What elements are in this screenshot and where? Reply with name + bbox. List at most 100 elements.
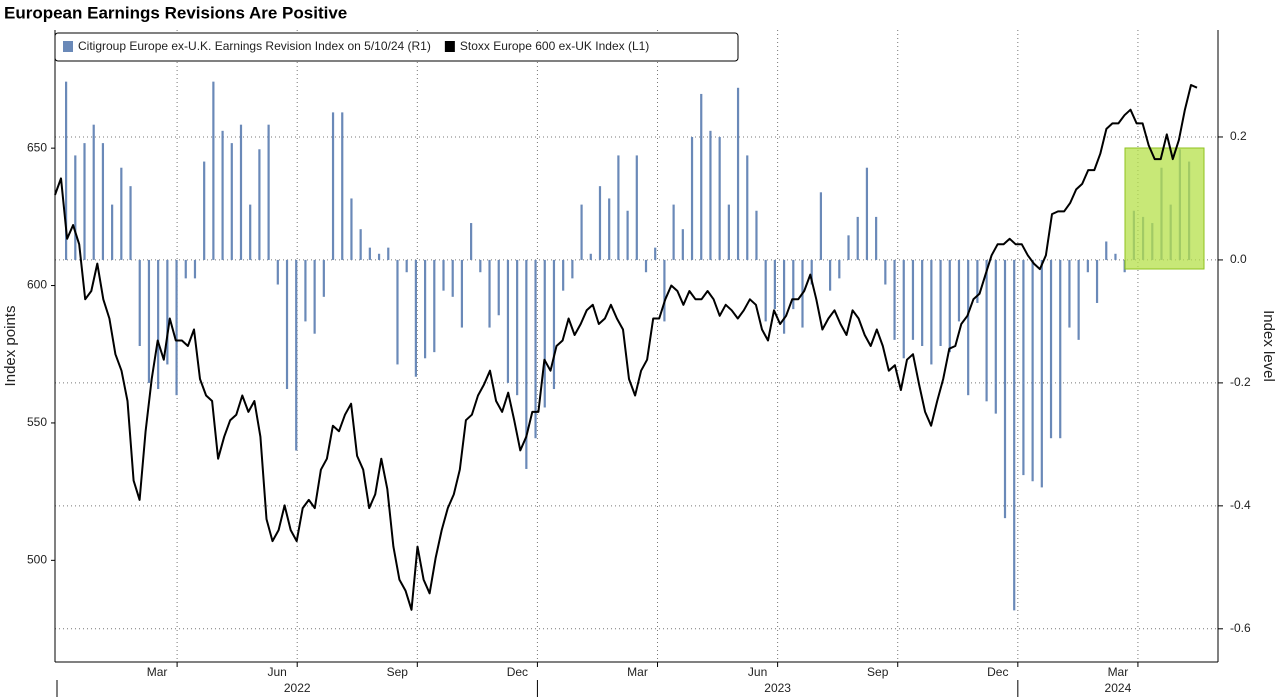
- bar: [120, 167, 123, 260]
- bar: [350, 198, 353, 260]
- bar: [1040, 259, 1043, 488]
- bar: [562, 259, 565, 291]
- bar: [460, 259, 464, 328]
- bar: [1022, 259, 1025, 476]
- bar: [175, 259, 178, 396]
- x-tick-label: Sep: [867, 665, 889, 679]
- bar: [819, 192, 823, 260]
- bar: [948, 259, 951, 353]
- legend-swatch: [63, 41, 73, 52]
- bar: [681, 229, 684, 260]
- bar: [368, 247, 371, 260]
- bar: [700, 93, 703, 260]
- bar: [644, 259, 648, 273]
- bar: [856, 216, 859, 260]
- bar: [65, 81, 68, 260]
- legend: Citigroup Europe ex-U.K. Earnings Revisi…: [54, 32, 739, 62]
- bar: [405, 259, 408, 273]
- bar: [442, 259, 445, 291]
- bar: [893, 259, 896, 340]
- bar: [1049, 259, 1053, 439]
- y2-tick-label: 0.0: [1230, 252, 1247, 266]
- bar: [295, 259, 298, 451]
- bar: [534, 259, 537, 439]
- bar: [810, 259, 813, 285]
- bar: [212, 81, 215, 260]
- bar: [902, 259, 905, 359]
- bar: [193, 259, 197, 279]
- bar: [967, 259, 970, 396]
- y2-tick-label: -0.6: [1230, 621, 1251, 635]
- y2-tick-label: -0.2: [1230, 375, 1251, 389]
- y-tick-label: 500: [27, 553, 47, 567]
- bar: [773, 259, 776, 310]
- highlight-box: [1124, 147, 1205, 270]
- bar: [709, 130, 712, 260]
- bar: [755, 210, 758, 260]
- bar: [939, 259, 942, 346]
- bar: [470, 223, 473, 260]
- bar: [884, 259, 887, 285]
- bar: [608, 198, 611, 260]
- bar: [304, 259, 307, 322]
- legend-label: Stoxx Europe 600 ex-UK Index (L1): [460, 39, 649, 53]
- x-tick-label: Mar: [147, 665, 168, 679]
- bar: [479, 259, 482, 273]
- bar: [111, 204, 114, 260]
- bar: [865, 167, 869, 260]
- y2-tick-label: 0.2: [1230, 129, 1247, 143]
- bar: [488, 259, 491, 328]
- bar: [74, 155, 77, 260]
- bar: [1114, 253, 1117, 260]
- bar: [580, 204, 583, 260]
- bar: [129, 186, 132, 260]
- bar: [506, 259, 510, 383]
- bar: [552, 259, 556, 390]
- y-tick-label: 550: [27, 415, 47, 429]
- year-label: 2023: [764, 681, 791, 695]
- bar: [396, 259, 399, 365]
- bar: [654, 247, 657, 260]
- line: [54, 84, 1198, 611]
- bar: [184, 259, 187, 279]
- bar: [764, 259, 767, 322]
- bar: [589, 253, 592, 260]
- bar: [138, 259, 141, 346]
- bar: [930, 259, 933, 365]
- bar: [1013, 259, 1016, 611]
- year-label: 2024: [1105, 681, 1132, 695]
- y2-axis-label: Index level: [1260, 310, 1277, 382]
- bar: [718, 136, 721, 260]
- bar: [203, 161, 206, 260]
- bar: [672, 204, 675, 260]
- bar: [147, 259, 151, 383]
- bar: [635, 155, 638, 260]
- bar: [341, 112, 344, 260]
- bar: [285, 259, 289, 390]
- bar: [258, 149, 261, 260]
- chart-title: European Earnings Revisions Are Positive: [4, 3, 347, 22]
- y2-tick-label: -0.4: [1230, 498, 1251, 512]
- bar: [1077, 259, 1080, 340]
- bar: [1031, 259, 1034, 482]
- bar: [736, 87, 740, 260]
- bar: [985, 259, 988, 402]
- bar: [423, 259, 427, 359]
- bar: [976, 259, 979, 303]
- bar: [387, 247, 390, 260]
- bar: [1095, 259, 1099, 303]
- bar: [1068, 259, 1071, 328]
- bar: [166, 259, 169, 365]
- bar: [727, 204, 730, 260]
- x-tick-label: Mar: [1108, 665, 1129, 679]
- x-tick-label: Mar: [627, 665, 648, 679]
- x-tick-label: Dec: [507, 665, 528, 679]
- y-axis-label: Index points: [2, 306, 19, 387]
- bar: [239, 124, 243, 260]
- bar: [525, 259, 528, 469]
- bar: [83, 143, 86, 260]
- bar: [313, 259, 316, 334]
- bar: [377, 253, 381, 260]
- bar: [1086, 259, 1089, 273]
